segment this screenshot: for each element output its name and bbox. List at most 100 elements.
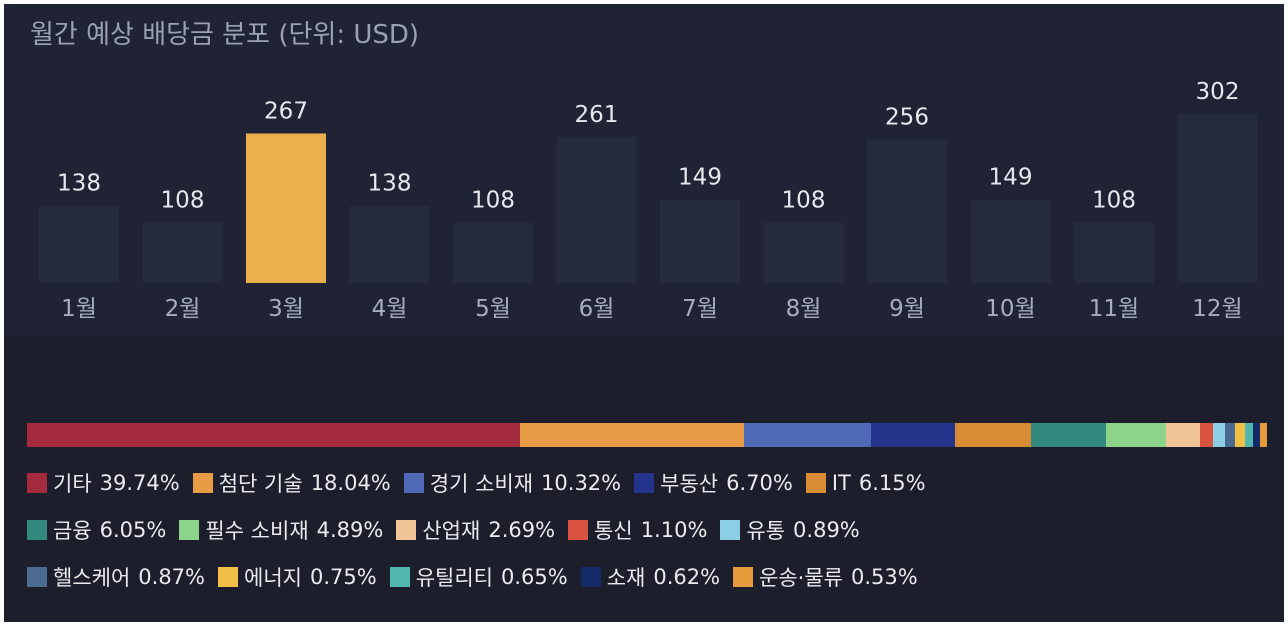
- legend-swatch: [179, 520, 200, 540]
- legend-item[interactable]: 유통 0.89%: [720, 515, 860, 545]
- bar-7월[interactable]: [660, 199, 740, 283]
- legend-row: 금융 6.05% 필수 소비재 4.89% 산업재 2.69% 통신 1.10% 유통 0.89%: [27, 514, 1267, 546]
- chart-title: 월간 예상 배당금 분포 (단위: USD): [30, 20, 420, 50]
- legend-percent: 6.70%: [726, 471, 793, 495]
- legend-sector-name: 산업재: [422, 519, 481, 543]
- stack-segment[interactable]: [871, 423, 955, 447]
- month-tick-label: 12월: [1192, 296, 1242, 322]
- legend-item[interactable]: 필수 소비재 4.89%: [179, 515, 383, 545]
- legend-swatch: [396, 520, 417, 540]
- legend-percent: 0.75%: [309, 565, 377, 589]
- month-tick-label: 10월: [985, 296, 1035, 322]
- legend-percent: 18.04%: [310, 471, 391, 495]
- month-tick-label: 8월: [786, 296, 822, 322]
- legend-sector-name: IT: [831, 471, 851, 495]
- stack-segment[interactable]: [1213, 423, 1225, 447]
- chart-panel: 월간 예상 배당금 분포 (단위: USD) 138 1월 108 2월 267 3월 13…: [4, 4, 1284, 622]
- bar-9월[interactable]: [867, 139, 947, 283]
- legend-percent: 0.62%: [653, 565, 721, 589]
- stack-segment[interactable]: [1244, 423, 1253, 447]
- bar-value-label: 149: [989, 165, 1033, 191]
- month-tick-label: 6월: [579, 296, 615, 322]
- legend-swatch: [805, 473, 826, 493]
- legend-item[interactable]: 첨단 기술 18.04%: [192, 468, 391, 498]
- legend-sector-name: 부동산: [660, 472, 719, 496]
- stack-segment[interactable]: [1252, 423, 1261, 447]
- bar-5월[interactable]: [453, 222, 533, 283]
- stack-segment[interactable]: [1166, 423, 1200, 447]
- legend-sector-name: 운송·물류: [759, 566, 844, 590]
- legend-sector-name: 헬스케어: [53, 566, 131, 590]
- legend-swatch: [568, 520, 589, 540]
- bar-value-label: 149: [678, 165, 722, 191]
- legend-percent: 0.65%: [500, 565, 568, 589]
- bar-3월[interactable]: [246, 133, 326, 283]
- month-tick-label: 1월: [61, 296, 97, 322]
- legend-item[interactable]: 헬스케어 0.87%: [27, 562, 205, 592]
- bar-4월[interactable]: [349, 205, 430, 283]
- legend-swatch: [634, 473, 655, 493]
- bar-6월[interactable]: [556, 136, 637, 283]
- bar-11월[interactable]: [1074, 222, 1154, 283]
- bar-value-label: 108: [161, 188, 205, 214]
- legend-percent: 2.69%: [488, 518, 556, 542]
- bar-1월[interactable]: [39, 205, 119, 283]
- legend-item[interactable]: IT 6.15%: [805, 471, 926, 495]
- legend-swatch: [389, 567, 410, 587]
- legend-item[interactable]: 기타 39.74%: [27, 468, 180, 498]
- stack-segment[interactable]: [519, 423, 744, 447]
- legend-percent: 4.89%: [316, 518, 384, 542]
- stack-segment[interactable]: [1030, 423, 1106, 447]
- monthly-dividend-panel: 월간 예상 배당금 분포 (단위: USD) 138 1월 108 2월 267 3월 13…: [4, 4, 1284, 336]
- legend-item[interactable]: 에너지 0.75%: [218, 562, 377, 592]
- legend-item[interactable]: 소재 0.62%: [580, 562, 721, 592]
- sector-legend: 기타 39.74% 첨단 기술 18.04% 경기 소비재 10.32% 부동산 6.70% I…: [27, 467, 1267, 593]
- stack-segment[interactable]: [1260, 423, 1267, 447]
- legend-swatch: [720, 520, 741, 540]
- legend-sector-name: 기타: [53, 472, 92, 496]
- legend-swatch: [192, 473, 213, 493]
- legend-sector-name: 경기 소비재: [429, 472, 534, 496]
- legend-percent: 0.87%: [138, 565, 205, 589]
- bar-value-label: 261: [575, 102, 619, 128]
- legend-sector-name: 에너지: [244, 566, 302, 590]
- legend-percent: 6.05%: [99, 518, 167, 542]
- month-tick-label: 11월: [1089, 296, 1139, 322]
- stack-segment[interactable]: [1199, 423, 1214, 447]
- legend-item[interactable]: 산업재 2.69%: [396, 515, 555, 545]
- legend-item[interactable]: 경기 소비재 10.32%: [403, 468, 621, 498]
- stack-segment[interactable]: [1105, 423, 1167, 447]
- legend-swatch: [733, 567, 754, 587]
- legend-sector-name: 필수 소비재: [205, 519, 309, 543]
- bar-2월[interactable]: [142, 222, 223, 283]
- legend-sector-name: 첨단 기술: [218, 472, 303, 496]
- legend-sector-name: 소재: [606, 566, 646, 590]
- legend-item[interactable]: 유틸리티 0.65%: [389, 562, 568, 592]
- legend-swatch: [27, 520, 47, 540]
- legend-sector-name: 유틸리티: [415, 566, 493, 590]
- month-tick-label: 5월: [475, 296, 511, 322]
- bar-value-label: 256: [885, 105, 929, 131]
- stack-segment[interactable]: [1224, 423, 1236, 447]
- legend-item[interactable]: 통신 1.10%: [568, 515, 707, 545]
- legend-item[interactable]: 금융 6.05%: [27, 515, 166, 545]
- stack-segment[interactable]: [27, 423, 520, 447]
- legend-percent: 39.74%: [99, 471, 180, 495]
- month-tick-label: 2월: [165, 296, 201, 322]
- legend-item[interactable]: 운송·물류 0.53%: [733, 562, 918, 592]
- stack-segment[interactable]: [954, 423, 1031, 447]
- bar-8월[interactable]: [763, 222, 844, 283]
- stack-segment[interactable]: [1235, 423, 1245, 447]
- month-tick-label: 9월: [889, 296, 925, 322]
- legend-percent: 6.15%: [858, 471, 926, 495]
- bar-12월[interactable]: [1177, 113, 1258, 283]
- bar-value-label: 267: [264, 98, 308, 124]
- legend-swatch: [218, 567, 238, 587]
- bar-10월[interactable]: [970, 199, 1051, 283]
- legend-sector-name: 유통: [746, 519, 786, 543]
- sector-stacked-bar: [27, 423, 1267, 447]
- legend-item[interactable]: 부동산 6.70%: [634, 468, 793, 498]
- stack-segment[interactable]: [743, 423, 872, 447]
- bar-value-label: 108: [1092, 188, 1136, 214]
- legend-sector-name: 통신: [594, 519, 633, 543]
